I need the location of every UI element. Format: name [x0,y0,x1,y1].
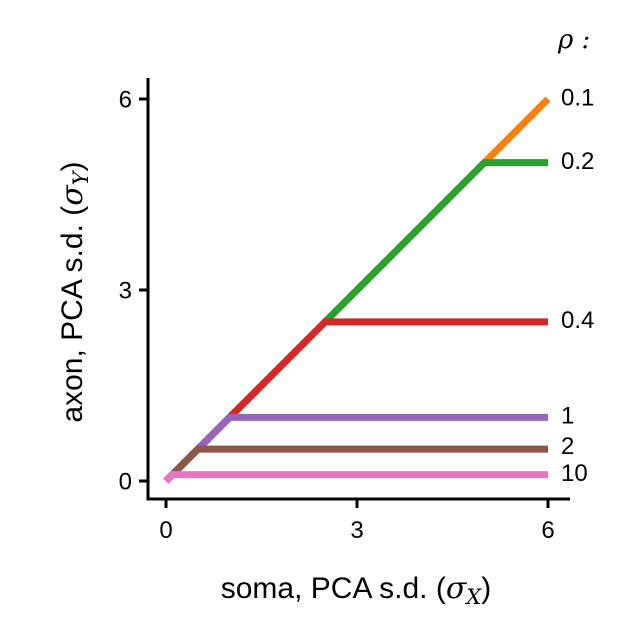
legend-title: ρ : [557,25,590,55]
x-tick-label: 0 [159,517,172,544]
y-tick-label: 6 [119,87,132,114]
series-label-rho-2: 2 [561,433,574,460]
axis-ticks: 0 3 6 0 3 6 [119,87,555,545]
series-label-rho-0-2: 0.2 [561,148,594,175]
x-axis-label: soma, PCA s.d. (σX) [221,571,492,609]
y-tick-label: 3 [119,278,132,305]
series-line-rho-2 [163,445,548,484]
series-label-rho-0-1: 0.1 [561,84,594,111]
series-label-rho-1: 1 [561,403,574,430]
series-label-rho-0-4: 0.4 [561,307,594,334]
series-lines [163,96,551,484]
x-tick-label: 6 [541,517,554,544]
series-label-rho-10: 10 [561,460,588,487]
y-tick-label: 0 [119,469,132,496]
series-line-rho-10 [163,471,548,484]
series-line-rho-0-4 [163,318,548,484]
series-labels: 0.1 0.2 0.4 1 210 [561,84,594,487]
x-tick-label: 3 [350,517,363,544]
y-axis-label: axon, PCA s.d. (σY) [55,161,93,422]
